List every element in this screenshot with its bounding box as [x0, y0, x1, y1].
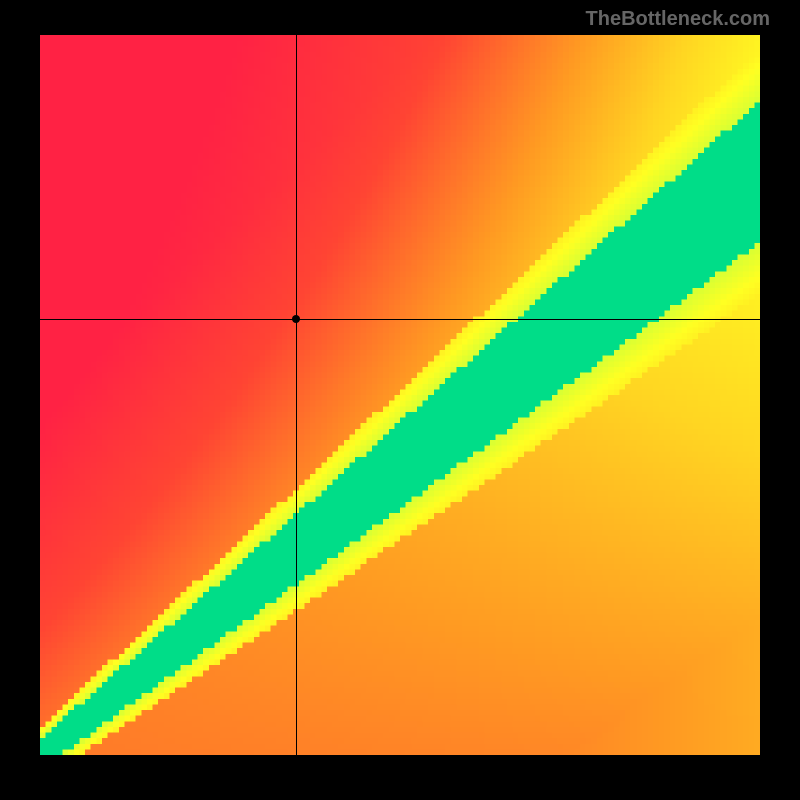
- crosshair-vertical: [296, 35, 297, 755]
- plot-area: [40, 35, 760, 755]
- watermark-text: TheBottleneck.com: [586, 8, 770, 31]
- heatmap-canvas: [40, 35, 760, 755]
- chart-container: TheBottleneck.com: [0, 0, 800, 800]
- crosshair-horizontal: [40, 319, 760, 320]
- crosshair-point: [292, 315, 300, 323]
